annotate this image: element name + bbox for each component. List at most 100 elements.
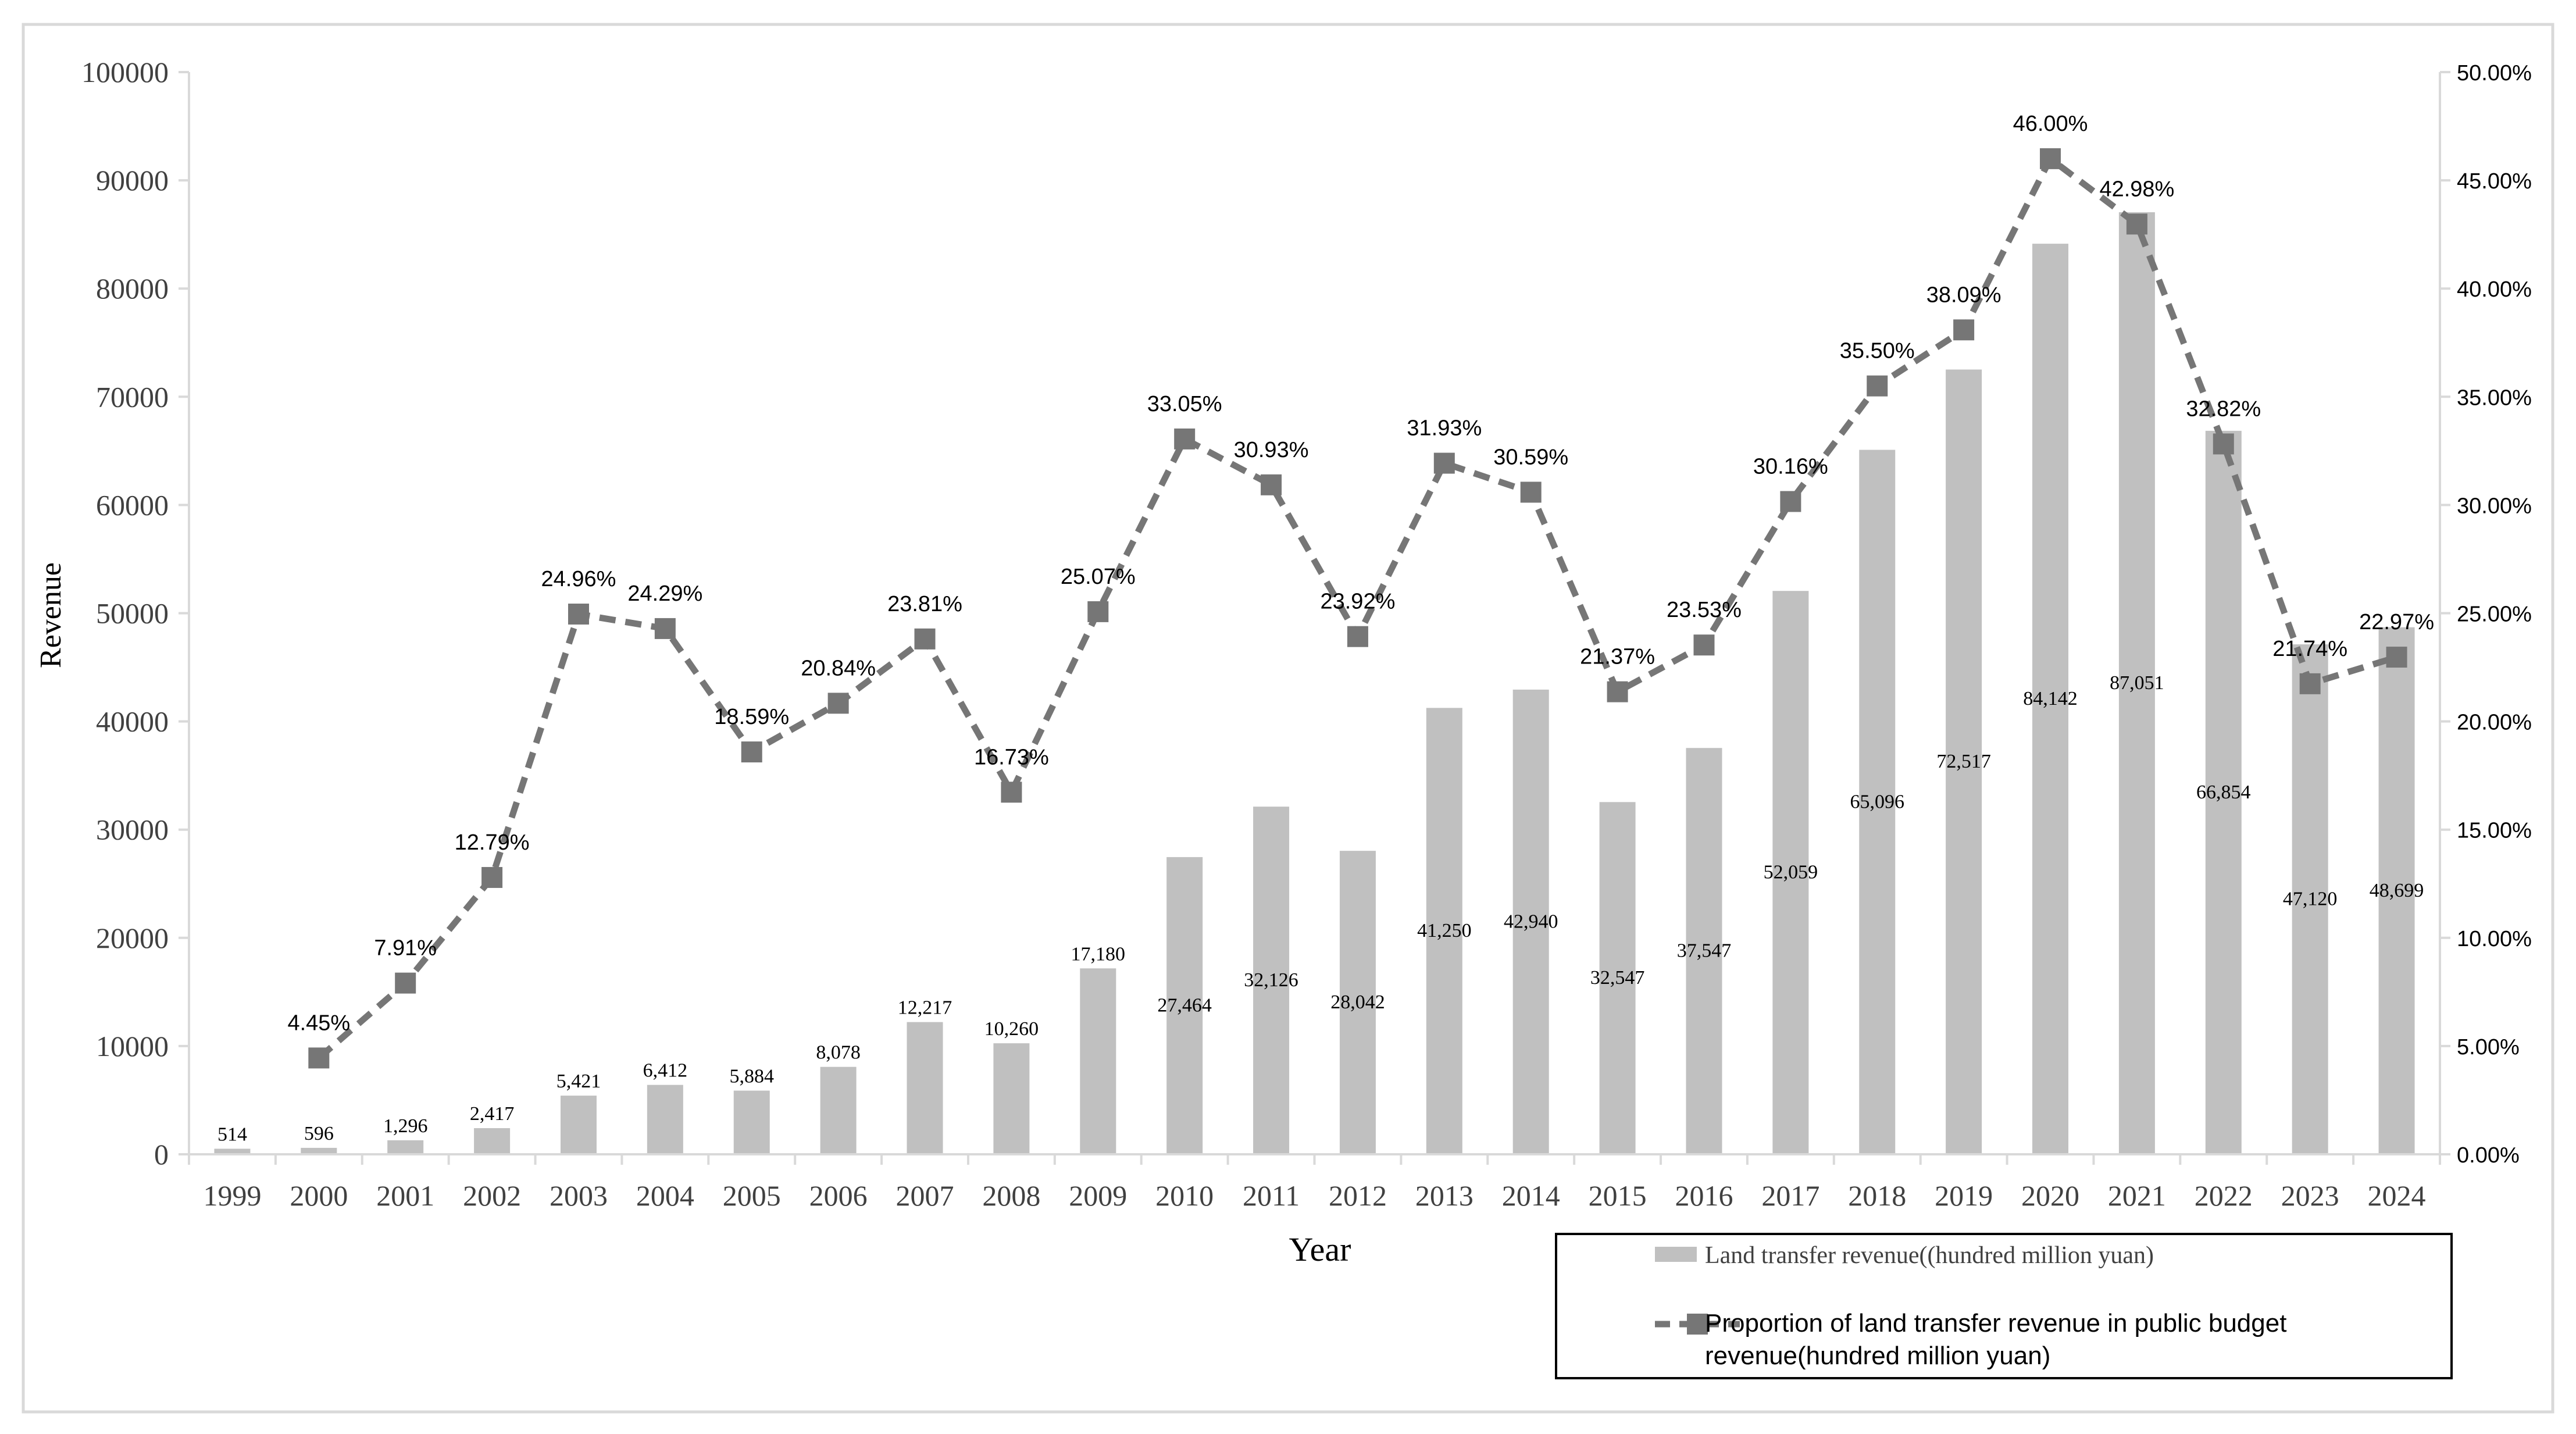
line-value-label: 23.53% [1667, 598, 1742, 622]
legend-bar-label: Land transfer revenue((hundred million y… [1705, 1242, 2154, 1269]
line-value-label: 23.81% [887, 592, 962, 616]
y2-tick-label: 15.00% [2457, 819, 2532, 843]
line-point-2015 [1607, 681, 1628, 702]
bar-value-label: 28,042 [1330, 991, 1385, 1013]
x-tick-label: 2006 [809, 1179, 868, 1212]
bar-2019 [1946, 369, 1982, 1154]
x-tick-label: 2020 [2021, 1179, 2079, 1212]
line-value-label: 31.93% [1407, 416, 1482, 441]
bar-value-label: 6,412 [643, 1060, 688, 1082]
line-value-label: 16.73% [974, 745, 1049, 769]
bar-value-label: 12,217 [898, 997, 952, 1019]
y-axis-title: Revenue [34, 562, 67, 668]
x-tick-label: 2017 [1761, 1179, 1819, 1212]
bar-2009 [1080, 968, 1116, 1154]
bar-value-label: 87,051 [2110, 672, 2164, 694]
line-point-2006 [827, 693, 849, 714]
bar-2001 [387, 1140, 424, 1154]
y2-tick-label: 0.00% [2457, 1143, 2520, 1168]
bar-value-label: 2,417 [470, 1103, 515, 1125]
line-value-label: 23.92% [1320, 590, 1395, 614]
bar-value-label: 72,517 [1936, 751, 1991, 772]
y-tick-label: 50000 [96, 597, 169, 630]
y2-tick-label: 20.00% [2457, 711, 2532, 735]
bar-2020 [2032, 244, 2069, 1154]
bar-2023 [2292, 644, 2328, 1154]
line-value-label: 18.59% [714, 705, 789, 729]
x-tick-label: 2018 [1848, 1179, 1906, 1212]
line-point-2002 [481, 866, 503, 888]
bar-2006 [820, 1066, 857, 1154]
bar-value-label: 41,250 [1417, 920, 1472, 941]
y-tick-label: 90000 [96, 164, 169, 197]
bar-value-label: 66,854 [2196, 782, 2251, 803]
x-tick-label: 2015 [1589, 1179, 1647, 1212]
bar-value-label: 8,078 [816, 1042, 861, 1064]
x-tick-label: 2022 [2195, 1179, 2253, 1212]
line-point-2011 [1261, 474, 1282, 495]
x-tick-label: 2021 [2108, 1179, 2166, 1212]
bar-2018 [1859, 450, 1896, 1154]
bar-value-label: 596 [304, 1123, 334, 1144]
line-value-label: 4.45% [287, 1011, 350, 1035]
line-point-2000 [308, 1047, 330, 1069]
legend-line-label-2: revenue(hundred million yuan) [1705, 1342, 2050, 1370]
line-value-label: 42.98% [2099, 177, 2174, 201]
line-value-label: 25.07% [1061, 565, 1136, 589]
line-point-2021 [2126, 213, 2147, 235]
y2-tick-label: 5.00% [2457, 1035, 2520, 1060]
line-point-2012 [1347, 626, 1368, 647]
bar-2024 [2378, 627, 2415, 1154]
line-point-2019 [1953, 319, 1975, 341]
line-point-2018 [1867, 375, 1888, 397]
bar-2014 [1512, 689, 1549, 1154]
bar-value-label: 48,699 [2370, 880, 2424, 901]
y-tick-label: 60000 [96, 488, 169, 521]
line-value-label: 21.74% [2272, 637, 2347, 661]
legend-box [1555, 1233, 2453, 1379]
bar-2011 [1253, 807, 1290, 1154]
line-value-label: 20.84% [801, 656, 876, 680]
y-tick-label: 40000 [96, 705, 169, 738]
line-value-label: 7.91% [374, 936, 437, 961]
x-tick-label: 2016 [1675, 1179, 1733, 1212]
bar-value-label: 42,940 [1504, 911, 1558, 932]
bar-value-label: 32,126 [1244, 969, 1298, 991]
bar-value-label: 32,547 [1590, 967, 1645, 989]
bar-value-label: 84,142 [2023, 688, 2078, 709]
x-tick-label: 2010 [1155, 1179, 1214, 1212]
x-tick-label: 2003 [550, 1179, 608, 1212]
bar-value-label: 5,421 [556, 1071, 601, 1092]
y-tick-label: 0 [154, 1138, 169, 1171]
bar-2002 [474, 1128, 511, 1154]
line-point-2023 [2299, 673, 2321, 694]
line-value-label: 12.79% [455, 830, 530, 855]
line-point-2010 [1174, 428, 1196, 450]
line-value-label: 46.00% [2013, 112, 2088, 136]
line-point-2013 [1433, 452, 1455, 474]
bar-value-label: 27,464 [1157, 994, 1212, 1016]
y2-tick-label: 35.00% [2457, 386, 2532, 410]
x-tick-label: 2007 [896, 1179, 954, 1212]
line-value-label: 35.50% [1840, 339, 1915, 363]
bar-2004 [647, 1085, 683, 1154]
line-value-label: 30.59% [1493, 445, 1568, 469]
bar-2007 [907, 1022, 943, 1154]
y2-tick-label: 30.00% [2457, 494, 2532, 518]
x-tick-label: 2005 [723, 1179, 781, 1212]
line-value-label: 24.29% [627, 582, 702, 606]
line-value-label: 21.37% [1580, 645, 1655, 669]
line-value-label: 38.09% [1926, 283, 2001, 307]
line-value-label: 33.05% [1147, 392, 1222, 416]
bar-2012 [1339, 851, 1376, 1154]
bar-2013 [1426, 708, 1462, 1154]
x-axis-title: Year [1289, 1230, 1351, 1268]
y-tick-label: 80000 [96, 272, 169, 305]
x-tick-label: 2000 [290, 1179, 348, 1212]
y2-tick-label: 50.00% [2457, 61, 2532, 85]
line-point-2017 [1780, 491, 1801, 512]
y-tick-label: 20000 [96, 922, 169, 954]
x-tick-label: 2019 [1935, 1179, 1993, 1212]
